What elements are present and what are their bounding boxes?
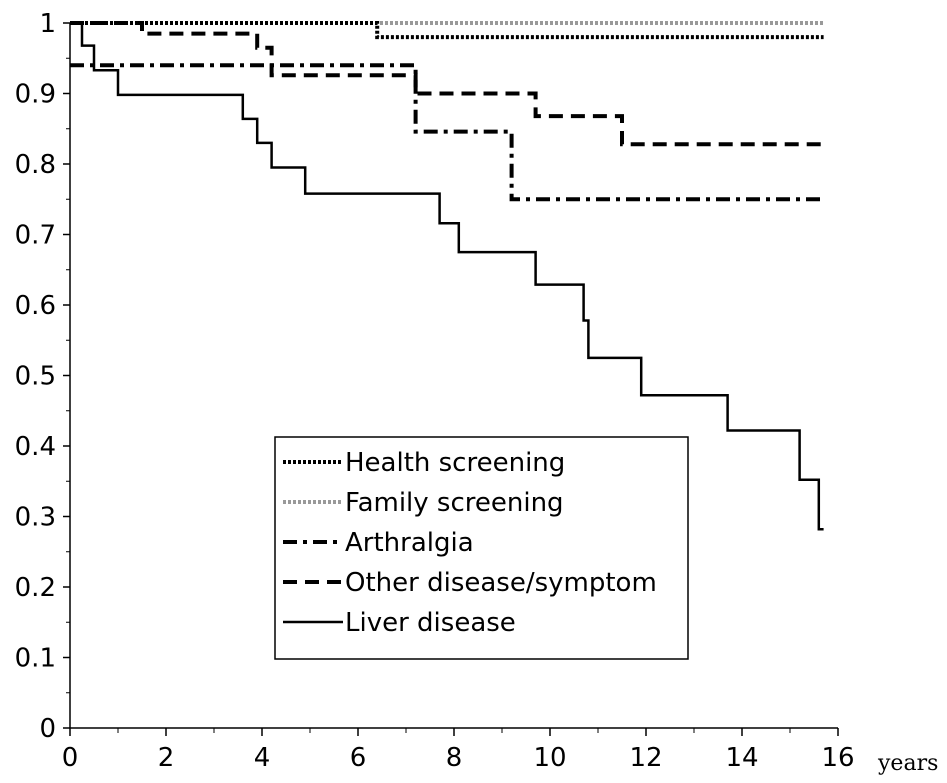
x-tick-label: 12	[629, 743, 662, 773]
x-tick-label: 14	[725, 743, 758, 773]
legend-label: Liver disease	[345, 608, 516, 638]
series-line-liver-disease	[70, 21, 824, 531]
series-line-other-disease-symptom	[70, 21, 824, 147]
y-tick-label: 0.1	[15, 644, 56, 674]
x-tick-label: 2	[158, 743, 175, 773]
y-tick-label: 0.4	[15, 432, 56, 462]
series-line-arthralgia	[70, 63, 824, 202]
legend-label: Arthralgia	[345, 528, 474, 558]
legend-label: Family screening	[345, 488, 564, 518]
series-lines	[70, 21, 824, 531]
legend-label: Health screening	[345, 448, 565, 478]
legend-box	[274, 436, 689, 660]
y-tick-label: 1	[39, 9, 56, 39]
x-tick-label: 8	[446, 743, 463, 773]
x-tick-label: 16	[821, 743, 854, 773]
x-tick-label: 10	[533, 743, 566, 773]
tick-marks	[63, 22, 839, 736]
y-tick-label: 0.2	[15, 573, 56, 603]
tick-labels: 00.10.20.30.40.50.60.70.80.910 2 4 6 8 10 12 14…	[15, 9, 855, 773]
x-tick-label: 6	[350, 743, 367, 773]
y-tick-label: 0.9	[15, 80, 56, 110]
y-tick-label: 0.5	[15, 362, 56, 392]
y-tick-label: 0.7	[15, 221, 56, 251]
x-axis-unit-label: years	[877, 751, 938, 776]
x-tick-label: 4	[254, 743, 271, 773]
y-tick-label: 0.8	[15, 150, 56, 180]
y-tick-label: 0	[39, 714, 56, 744]
y-tick-label: 0.3	[15, 503, 56, 533]
x-tick-label: 0	[62, 743, 79, 773]
y-tick-label: 0.6	[15, 291, 56, 321]
legend: Health screening Family screening Arthralg…	[274, 436, 689, 660]
legend-label: Other disease/symptom	[345, 568, 657, 598]
